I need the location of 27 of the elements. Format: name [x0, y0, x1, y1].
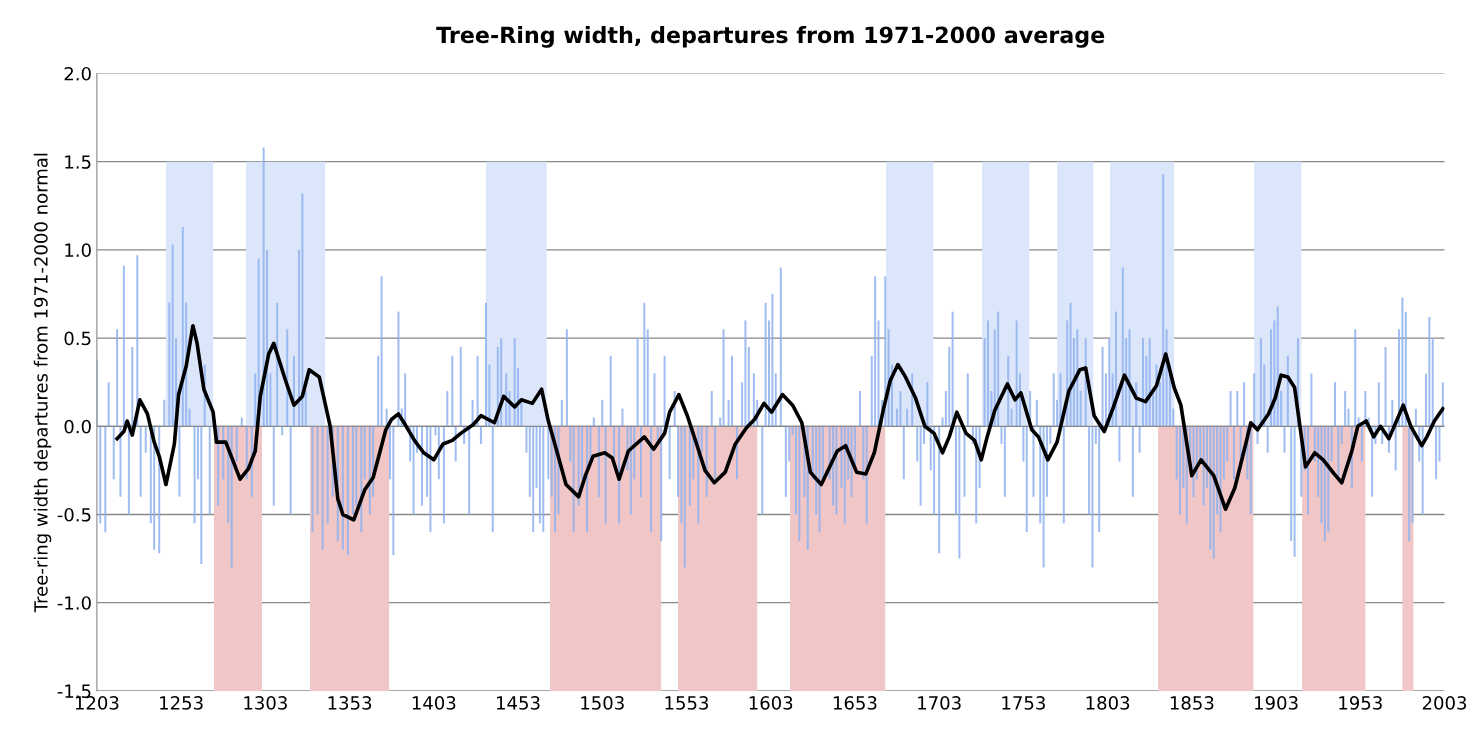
y-tick-label: -0.5 — [57, 507, 91, 522]
x-tick-label: 1403 — [412, 696, 456, 710]
x-tick-label: 1953 — [1339, 696, 1382, 710]
y-tick-label: 1.5 — [65, 155, 91, 169]
x-tick-label: 1553 — [665, 696, 708, 710]
x-tick-label: 1653 — [833, 696, 877, 710]
x-tick-label: 1803 — [1086, 696, 1130, 710]
x-tick-label: 1853 — [1170, 696, 1214, 710]
y-tick-label: 1.0 — [65, 243, 91, 258]
y-tick-label: -1.5 — [57, 684, 91, 699]
y-tick-label: 2.0 — [64, 66, 91, 81]
x-tick-label: 1453 — [497, 696, 540, 710]
chart-title: Tree-Ring width, departures from 1971-2000 average — [436, 26, 1105, 48]
y-axis-title: Tree-ring width departures from 1971-2000 normal — [33, 153, 52, 613]
y-tick-label: 0.5 — [64, 331, 91, 346]
y-tick-label: -1.0 — [57, 596, 91, 610]
x-tick-label: 1353 — [328, 696, 372, 710]
x-tick-label: 1703 — [918, 696, 961, 710]
x-tick-label: 2003 — [1422, 696, 1467, 710]
y-tick-label: 0.0 — [64, 419, 91, 434]
x-tick-label: 1503 — [581, 696, 624, 710]
x-tick-label: 1303 — [244, 696, 287, 710]
x-tick-label: 1603 — [749, 696, 793, 710]
x-tick-label: 1203 — [75, 696, 119, 710]
x-tick-label: 1753 — [1002, 696, 1045, 710]
x-tick-label: 1903 — [1255, 696, 1298, 710]
x-tick-label: 1253 — [160, 696, 203, 710]
